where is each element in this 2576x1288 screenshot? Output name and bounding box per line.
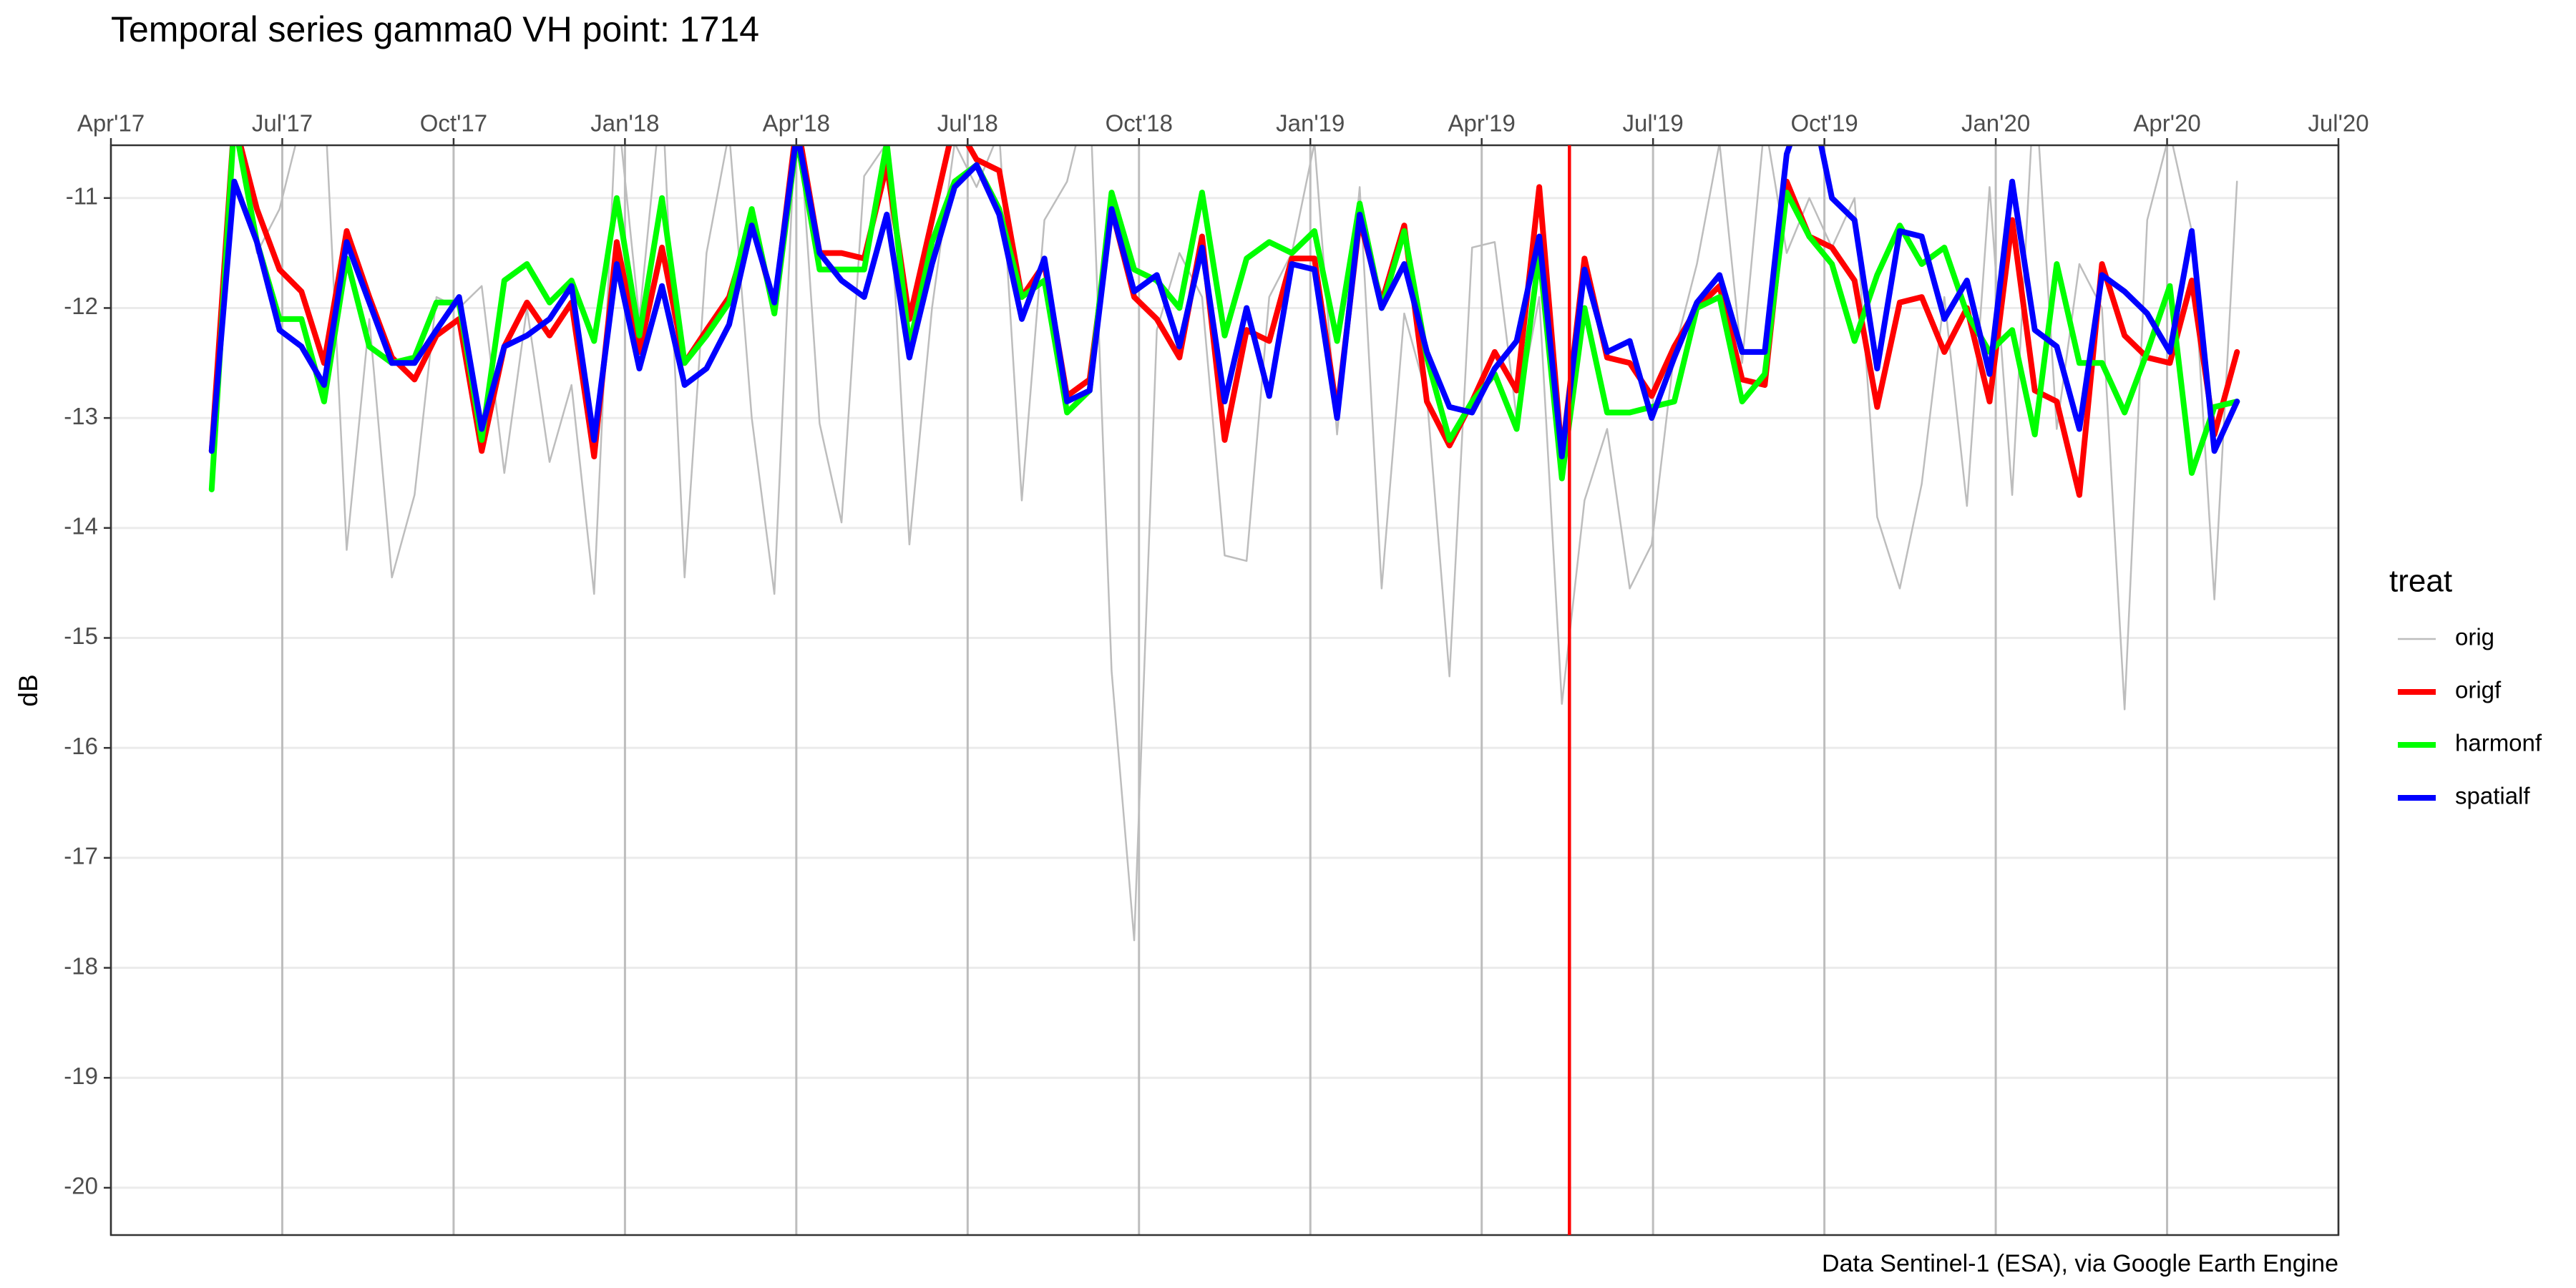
y-tick-label: -17	[64, 843, 98, 869]
series-line	[210, 145, 2238, 942]
legend-title: treat	[2389, 564, 2452, 599]
x-tick-label: Apr'17	[77, 110, 145, 137]
x-tick-label: Apr'20	[2133, 110, 2200, 137]
plot-lines	[208, 145, 2240, 942]
y-tick-label: -13	[64, 403, 98, 429]
series-line	[208, 145, 2240, 459]
x-tick-label: Jul'20	[2308, 110, 2368, 137]
legend-label: spatialf	[2455, 783, 2530, 809]
y-tick-label: -18	[64, 952, 98, 979]
series-line	[208, 145, 2240, 493]
x-tick-label: Jul'18	[937, 110, 998, 137]
series-line	[208, 145, 2240, 498]
x-tick-label: Jan'18	[590, 110, 659, 137]
y-tick-label: -14	[64, 513, 98, 540]
y-tick-label: -16	[64, 733, 98, 759]
x-tick-label: Apr'18	[763, 110, 830, 137]
y-tick-label: -15	[64, 623, 98, 649]
x-tick-label: Oct'18	[1106, 110, 1173, 137]
x-tick-label: Jul'17	[252, 110, 313, 137]
chart-title: Temporal series gamma0 VH point: 1714	[111, 9, 759, 49]
x-tick-label: Jul'19	[1623, 110, 1684, 137]
y-tick-label: -11	[66, 182, 98, 209]
plot-border	[109, 144, 2340, 1236]
y-tick-label: -19	[64, 1063, 98, 1089]
x-tick-label: Jan'20	[1961, 110, 2030, 137]
y-axis-label: dB	[14, 674, 43, 706]
x-tick-label: Oct'19	[1790, 110, 1858, 137]
legend-label: harmonf	[2455, 730, 2542, 756]
x-tick-label: Apr'19	[1448, 110, 1516, 137]
y-tick-label: -12	[64, 293, 98, 319]
legend-label: origf	[2455, 677, 2502, 703]
legend-label: orig	[2455, 624, 2494, 650]
x-tick-label: Oct'17	[420, 110, 487, 137]
caption: Data Sentinel-1 (ESA), via Google Earth …	[1822, 1250, 2338, 1277]
y-tick-label: -20	[64, 1173, 98, 1199]
x-tick-label: Jan'19	[1276, 110, 1345, 137]
